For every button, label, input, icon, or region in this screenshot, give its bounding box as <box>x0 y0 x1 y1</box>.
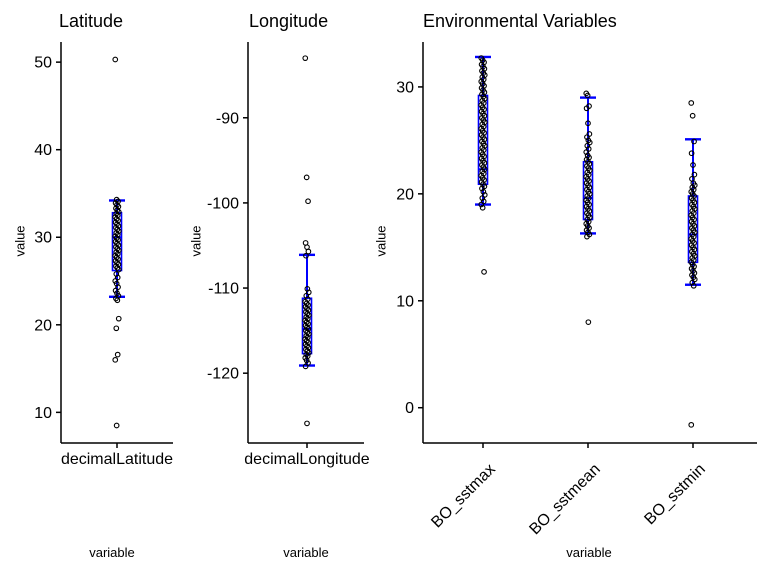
data-point <box>304 286 311 292</box>
y-axis-title-longitude: value <box>188 225 204 257</box>
data-point <box>115 315 122 322</box>
data-point <box>688 100 695 106</box>
data-point <box>689 279 696 286</box>
data-point <box>691 138 697 145</box>
y-tick-label: -100 <box>207 195 239 212</box>
y-tick-label: -120 <box>207 366 239 383</box>
panel-title-longitude: Longitude <box>249 11 329 31</box>
data-point <box>113 422 120 429</box>
data-point <box>302 363 309 370</box>
x-axis-title-environmental: variable <box>566 545 612 560</box>
data-point <box>584 134 590 141</box>
data-point <box>583 149 590 155</box>
x-axis-title-longitude: variable <box>283 545 329 560</box>
data-point <box>584 142 591 149</box>
data-point <box>479 185 485 192</box>
data-point <box>113 280 120 287</box>
data-point <box>112 56 119 63</box>
x-category-label: decimalLatitude <box>61 451 173 468</box>
data-point <box>689 112 696 119</box>
y-tick-label: 20 <box>34 317 52 334</box>
panel-title-environmental-variables: Environmental Variables <box>423 11 617 31</box>
data-point <box>302 55 309 62</box>
y-tick-label: 40 <box>34 142 52 159</box>
y-axis-title-latitude: value <box>12 225 28 257</box>
y-tick-label: 30 <box>396 79 414 96</box>
data-point <box>305 198 311 205</box>
x-category-label: BO_sstmax <box>428 461 498 531</box>
panel-title-latitude: Latitude <box>59 11 124 31</box>
data-point <box>688 421 695 428</box>
data-point <box>481 269 487 275</box>
data-point <box>303 174 310 181</box>
y-tick-label: -110 <box>208 281 239 298</box>
data-point <box>690 282 697 289</box>
data-point <box>114 351 121 358</box>
data-point <box>112 356 119 363</box>
data-point <box>585 120 591 127</box>
data-point <box>688 150 695 157</box>
x-axis-title-latitude: variable <box>89 545 135 560</box>
y-tick-label: 30 <box>34 230 52 247</box>
data-point <box>478 201 485 208</box>
data-point <box>304 420 310 427</box>
x-category-label: BO_sstmin <box>641 461 708 528</box>
x-category-label: decimalLongitude <box>244 451 370 468</box>
data-point <box>583 105 590 112</box>
data-point <box>584 233 590 240</box>
y-tick-label: 10 <box>396 293 414 310</box>
y-tick-label: -90 <box>216 110 239 127</box>
data-point <box>115 266 122 273</box>
y-tick-label: 20 <box>396 186 414 203</box>
y-tick-label: 50 <box>34 55 52 72</box>
data-point <box>691 171 698 178</box>
data-point <box>480 188 487 195</box>
y-axis-title-environmental: value <box>373 225 389 257</box>
data-point <box>584 92 591 99</box>
data-point <box>585 319 592 326</box>
data-point <box>479 204 486 211</box>
data-point <box>690 162 696 168</box>
data-point <box>114 297 121 304</box>
x-category-label: BO_sstmean <box>526 461 603 538</box>
y-tick-label: 0 <box>405 400 414 417</box>
data-point <box>479 195 486 201</box>
data-point <box>113 325 120 332</box>
data-point <box>113 271 120 277</box>
y-tick-label: 10 <box>34 405 52 422</box>
data-point <box>303 252 309 259</box>
data-point <box>303 292 310 299</box>
data-point <box>305 248 312 255</box>
